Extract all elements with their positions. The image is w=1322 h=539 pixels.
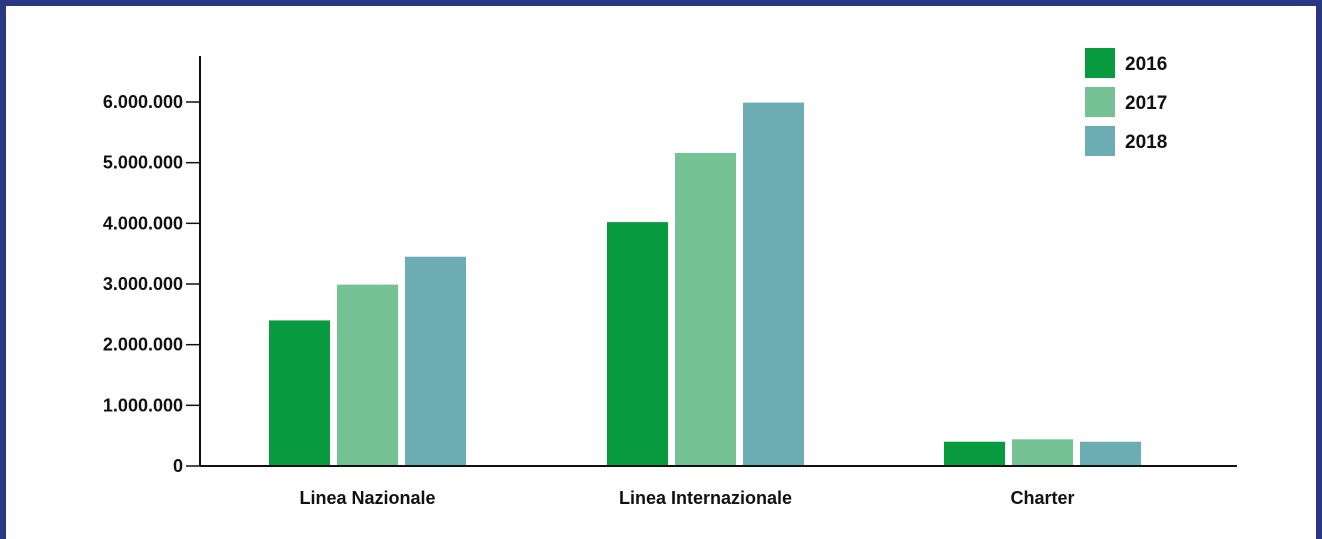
legend-label-2016: 2016	[1125, 54, 1167, 75]
bar-2016-charter	[944, 441, 1005, 466]
legend-label-2017: 2017	[1125, 93, 1167, 114]
bar-2018-charter	[1080, 441, 1141, 466]
legend-swatch-2017	[1085, 87, 1115, 117]
legend-swatch-2016	[1085, 48, 1115, 78]
x-category-label: Linea Internazionale	[619, 488, 792, 508]
y-tick-label: 1.000.000	[103, 395, 183, 415]
legend-swatch-2018	[1085, 126, 1115, 156]
y-tick-label: 2.000.000	[103, 335, 183, 355]
x-category-label: Linea Nazionale	[299, 488, 435, 508]
y-tick-label: 4.000.000	[103, 213, 183, 233]
bar-2016-linea-internazionale	[607, 222, 668, 466]
y-ticks-group: 0 1.000.000 2.000.000 3.000.000 4.000.000 5.0…	[103, 92, 200, 476]
bar-2016-linea-nazionale	[269, 320, 330, 466]
y-tick-label: 3.000.000	[103, 274, 183, 294]
bar-2018-linea-internazionale	[743, 102, 804, 467]
y-tick-label: 0	[173, 456, 183, 476]
bars-group	[269, 102, 1141, 467]
bar-2017-charter	[1012, 439, 1073, 466]
legend-label-2018: 2018	[1125, 132, 1167, 153]
bar-2017-linea-internazionale	[675, 152, 736, 466]
y-tick-label: 6.000.000	[103, 92, 183, 112]
legend: 2016 2017 2018	[1085, 48, 1167, 156]
y-tick-label: 5.000.000	[103, 153, 183, 173]
x-labels-group: Linea Nazionale Linea Internazionale Chart…	[299, 488, 1074, 508]
bar-2018-linea-nazionale	[405, 256, 466, 466]
bar-2017-linea-nazionale	[337, 284, 398, 466]
x-category-label: Charter	[1010, 488, 1074, 508]
